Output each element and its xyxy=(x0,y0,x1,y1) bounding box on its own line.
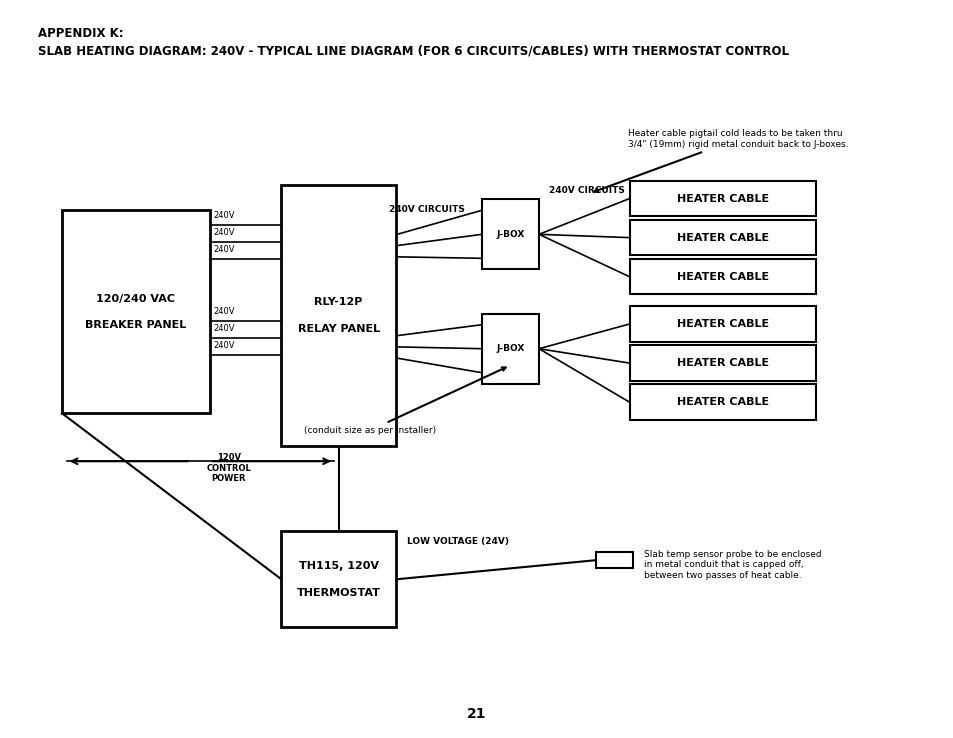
Bar xyxy=(596,552,632,568)
Text: RLY-12P: RLY-12P xyxy=(314,297,362,307)
Text: 240V: 240V xyxy=(213,228,235,237)
Text: THERMOSTAT: THERMOSTAT xyxy=(296,587,380,598)
Text: APPENDIX K:: APPENDIX K: xyxy=(38,27,124,40)
Text: 240V: 240V xyxy=(213,341,235,350)
Text: HEATER CABLE: HEATER CABLE xyxy=(676,193,768,204)
Text: BREAKER PANEL: BREAKER PANEL xyxy=(85,320,187,330)
Text: 240V: 240V xyxy=(213,324,235,333)
Text: RELAY PANEL: RELAY PANEL xyxy=(297,324,379,334)
Text: HEATER CABLE: HEATER CABLE xyxy=(676,272,768,282)
Text: HEATER CABLE: HEATER CABLE xyxy=(676,232,768,243)
Text: Slab temp sensor probe to be enclosed
in metal conduit that is capped off,
betwe: Slab temp sensor probe to be enclosed in… xyxy=(643,550,821,579)
Bar xyxy=(629,306,815,342)
Text: 240V: 240V xyxy=(213,307,235,316)
Text: HEATER CABLE: HEATER CABLE xyxy=(676,358,768,368)
Text: Heater cable pigtail cold leads to be taken thru
3/4" (19mm) rigid metal conduit: Heater cable pigtail cold leads to be ta… xyxy=(594,129,847,192)
Text: TH115, 120V: TH115, 120V xyxy=(298,561,378,571)
Bar xyxy=(629,220,815,255)
Bar xyxy=(629,259,815,294)
Text: SLAB HEATING DIAGRAM: 240V - TYPICAL LINE DIAGRAM (FOR 6 CIRCUITS/CABLES) WITH T: SLAB HEATING DIAGRAM: 240V - TYPICAL LIN… xyxy=(38,44,788,58)
Bar xyxy=(281,184,395,446)
Text: J-BOX: J-BOX xyxy=(496,230,524,239)
Text: (conduit size as per installer): (conduit size as per installer) xyxy=(304,368,505,435)
Text: 120/240 VAC: 120/240 VAC xyxy=(96,294,175,303)
Text: HEATER CABLE: HEATER CABLE xyxy=(676,397,768,407)
Bar xyxy=(281,531,395,627)
Bar xyxy=(629,345,815,381)
Text: 240V CIRCUITS: 240V CIRCUITS xyxy=(548,186,624,195)
Bar xyxy=(62,210,210,413)
Bar xyxy=(629,181,815,216)
Text: HEATER CABLE: HEATER CABLE xyxy=(676,319,768,329)
Text: 240V CIRCUITS: 240V CIRCUITS xyxy=(389,205,465,214)
Text: J-BOX: J-BOX xyxy=(496,344,524,354)
Bar xyxy=(629,384,815,420)
Text: LOW VOLTAGE (24V): LOW VOLTAGE (24V) xyxy=(407,537,509,546)
Text: 21: 21 xyxy=(467,708,486,721)
Text: 240V: 240V xyxy=(213,245,235,254)
Bar xyxy=(481,199,538,269)
Text: 240V: 240V xyxy=(213,211,235,220)
Text: 120V
CONTROL
POWER: 120V CONTROL POWER xyxy=(207,453,251,483)
Bar xyxy=(481,314,538,384)
